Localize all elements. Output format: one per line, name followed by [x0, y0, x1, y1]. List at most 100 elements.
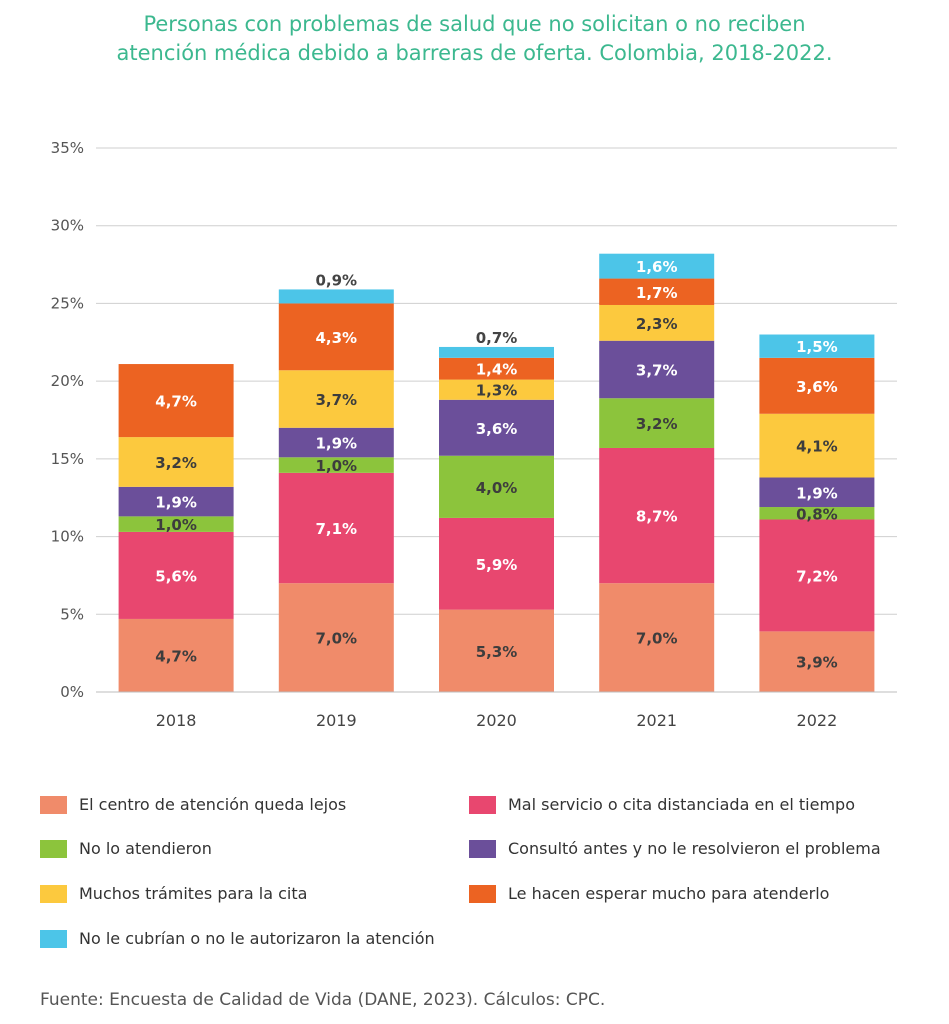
y-tick-label-20: 20% [51, 372, 84, 390]
bar-segment-2020-s5 [439, 357, 554, 380]
data-label-2022-s5: 3,6% [796, 378, 838, 396]
bar-segment-2018-s2 [118, 516, 234, 532]
data-label-2021-s2: 3,2% [636, 415, 678, 433]
data-label-2020-s0: 5,3% [476, 643, 518, 661]
data-label-2019-s4: 3,7% [315, 391, 357, 409]
data-label-2022-s4: 4,1% [796, 438, 838, 456]
data-label-2020-s1: 5,9% [476, 556, 518, 574]
legend-label-distance: El centro de atención queda lejos [79, 795, 347, 814]
bar-segment-2020-s6 [439, 346, 554, 358]
bar-segment-2018-s4 [118, 437, 234, 487]
source-note: Fuente: Encuesta de Calidad de Vida (DAN… [40, 990, 606, 1010]
x-tick-label-2019: 2019 [316, 711, 357, 730]
bar-segment-2019-s0 [278, 583, 394, 692]
data-label-2019-s5: 4,3% [315, 329, 357, 347]
data-label-2019-s3: 1,9% [315, 435, 357, 453]
bar-segment-2021-s3 [599, 340, 715, 399]
legend-item-bad-service: Mal servicio o cita distanciada en el ti… [469, 795, 855, 814]
bar-segment-2022-s3 [759, 477, 875, 508]
bar-segment-2019-s6 [278, 289, 394, 304]
legend-item-not-resolved: Consultó antes y no le resolvieron el pr… [469, 839, 881, 858]
bar-segment-2021-s5 [599, 278, 715, 305]
x-tick-label-2020: 2020 [476, 711, 517, 730]
legend-swatch-not-resolved [469, 839, 496, 858]
chart-title: Personas con problemas de salud que no s… [0, 10, 949, 68]
y-tick-label-25: 25% [51, 294, 84, 312]
legend-swatch-distance [40, 795, 67, 814]
x-tick-label-2021: 2021 [636, 711, 677, 730]
legend-label-not-covered: No le cubrían o no le autorizaron la ate… [79, 929, 435, 948]
data-label-2018-s3: 1,9% [155, 494, 197, 512]
data-label-2021-s5: 1,7% [636, 284, 678, 302]
bar-segment-2022-s6 [759, 334, 875, 358]
y-tick-label-0: 0% [60, 683, 84, 701]
legend-label-paperwork: Muchos trámites para la cita [79, 884, 308, 903]
legend-swatch-paperwork [40, 884, 67, 903]
data-label-2018-s2: 1,0% [155, 516, 197, 534]
data-label-2020-s3: 3,6% [476, 420, 518, 438]
bar-segment-2018-s5 [118, 364, 234, 438]
bar-segment-2020-s4 [439, 379, 554, 400]
data-label-2018-s0: 4,7% [155, 647, 197, 665]
bar-segment-2021-s2 [599, 398, 715, 448]
data-label-2022-s3: 1,9% [796, 484, 838, 502]
legend-swatch-not-attended [40, 839, 67, 858]
legend-swatch-long-wait [469, 884, 496, 903]
data-label-2020-s4: 1,3% [476, 382, 518, 400]
y-tick-label-15: 15% [51, 450, 84, 468]
bar-segment-2021-s4 [599, 304, 715, 341]
legend-item-not-attended: No lo atendieron [40, 839, 212, 858]
y-tick-label-35: 35% [51, 139, 84, 157]
legend-item-not-covered: No le cubrían o no le autorizaron la ate… [40, 929, 435, 948]
bar-segment-2022-s1 [759, 519, 875, 632]
bar-segment-2018-s1 [118, 531, 234, 619]
x-tick-label-2022: 2022 [797, 711, 838, 730]
bar-segment-2020-s1 [439, 517, 554, 610]
bar-segment-2020-s0 [439, 609, 554, 692]
y-tick-label-10: 10% [51, 528, 84, 546]
bar-segment-2019-s3 [278, 427, 394, 458]
bar-segment-2019-s5 [278, 303, 394, 371]
data-label-2019-s6: 0,9% [315, 271, 357, 289]
bar-segment-2021-s6 [599, 253, 715, 279]
data-label-2021-s3: 3,7% [636, 361, 678, 379]
data-label-2019-s0: 7,0% [315, 630, 357, 648]
legend-item-long-wait: Le hacen esperar mucho para atenderlo [469, 884, 829, 903]
data-label-2020-s5: 1,4% [476, 361, 518, 379]
legend-item-distance: El centro de atención queda lejos [40, 795, 346, 814]
legend-label-not-attended: No lo atendieron [79, 839, 212, 858]
x-tick-label-2018: 2018 [156, 711, 197, 730]
legend-label-bad-service: Mal servicio o cita distanciada en el ti… [508, 795, 855, 814]
bar-segment-2022-s0 [759, 631, 875, 692]
bar-segment-2021-s1 [599, 447, 715, 584]
bar-segment-2022-s2 [759, 507, 875, 520]
data-label-2021-s4: 2,3% [636, 315, 678, 333]
data-label-2020-s6: 0,7% [476, 329, 518, 347]
bar-segment-2019-s2 [278, 457, 394, 473]
bar-segment-2020-s3 [439, 399, 554, 456]
data-label-2022-s1: 7,2% [796, 567, 838, 585]
bar-segment-2018-s0 [118, 618, 234, 692]
bar-segment-2021-s0 [599, 583, 715, 692]
legend-swatch-not-covered [40, 929, 67, 948]
bar-segment-2020-s2 [439, 455, 554, 518]
data-label-2019-s1: 7,1% [315, 520, 357, 538]
legend-swatch-bad-service [469, 795, 496, 814]
legend-item-paperwork: Muchos trámites para la cita [40, 884, 307, 903]
legend-label-long-wait: Le hacen esperar mucho para atenderlo [508, 884, 830, 903]
data-label-2022-s0: 3,9% [796, 654, 838, 672]
legend-label-not-resolved: Consultó antes y no le resolvieron el pr… [508, 839, 881, 858]
bar-segment-2019-s1 [278, 472, 394, 584]
bar-segment-2022-s5 [759, 357, 875, 414]
stacked-bar-chart: 0% 5% 10% 15% 20% 25% 30% 35% 4,7% 5,6% 1,0% 1,9% 3,… [51, 139, 897, 730]
data-label-2021-s1: 8,7% [636, 508, 678, 526]
data-label-2019-s2: 1,0% [315, 457, 357, 475]
bar-segment-2019-s4 [278, 370, 394, 428]
y-tick-label-5: 5% [60, 605, 84, 623]
data-label-2021-s6: 1,6% [636, 258, 678, 276]
data-label-2022-s6: 1,5% [796, 338, 838, 356]
data-label-2020-s2: 4,0% [476, 479, 518, 497]
data-label-2018-s4: 3,2% [155, 454, 197, 472]
chart-title-line-2: atención médica debido a barreras de ofe… [116, 41, 833, 65]
data-label-2022-s2: 0,8% [796, 505, 838, 523]
